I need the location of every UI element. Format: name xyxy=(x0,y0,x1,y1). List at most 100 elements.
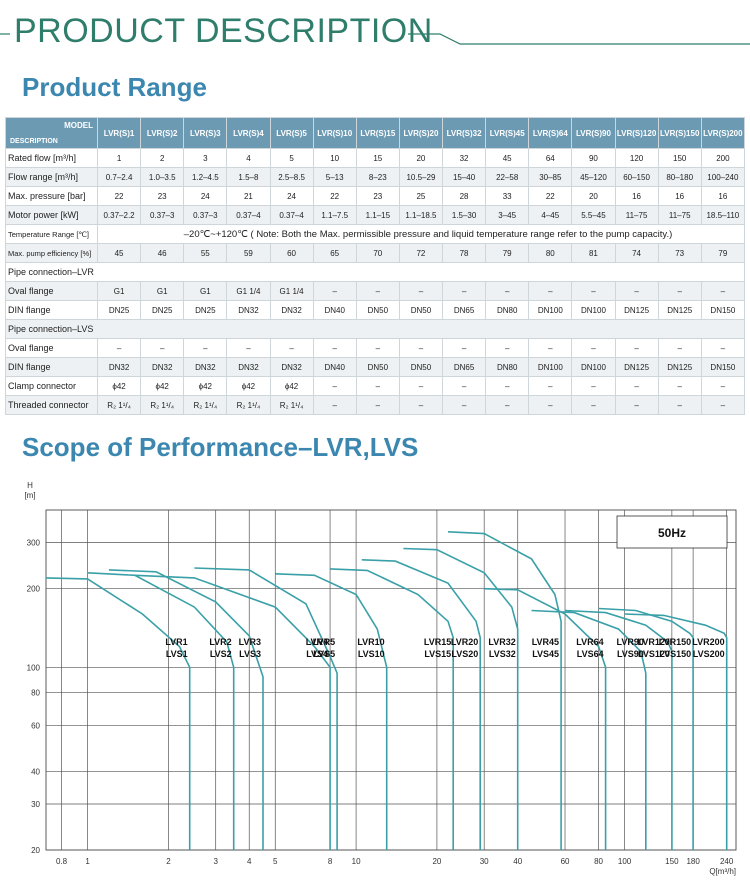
table-cell: 28 xyxy=(441,186,487,206)
table-cell: G1 xyxy=(140,281,185,301)
table-cell: – xyxy=(528,281,573,301)
table-cell: – xyxy=(398,376,444,396)
table-model-header: LVR(S)5 xyxy=(269,117,314,149)
table-cell: 60–150 xyxy=(614,167,659,187)
table-cell: 45 xyxy=(485,148,530,168)
table-cell: DN32 xyxy=(96,357,142,377)
table-cell: 72 xyxy=(398,243,444,263)
table-cell: 5.5–45 xyxy=(571,205,616,225)
table-cell: 1.2–4.5 xyxy=(183,167,228,187)
y-tick-label: 300 xyxy=(27,539,41,548)
table-cell: DN32 xyxy=(226,300,271,320)
table-cell: 16 xyxy=(657,186,702,206)
table-cell: 90 xyxy=(571,148,616,168)
table-cell: 33 xyxy=(485,186,530,206)
table-row-label: Max. pressure [bar] xyxy=(5,186,98,206)
table-cell: DN50 xyxy=(355,357,400,377)
table-cell: 0.37–4 xyxy=(269,205,314,225)
table-cell: DN32 xyxy=(183,357,228,377)
table-cell: 2 xyxy=(140,148,185,168)
table-cell: 100–240 xyxy=(700,167,746,187)
table-cell: 81 xyxy=(571,243,616,263)
table-model-header: LVR(S)10 xyxy=(312,117,357,149)
header-line xyxy=(0,33,750,45)
table-cell: DN100 xyxy=(571,357,616,377)
series-label-bottom: LVS120 xyxy=(638,649,670,659)
series-curve xyxy=(87,572,235,850)
series-curve xyxy=(361,559,481,850)
table-cell: R₂ 1¹/₄ xyxy=(269,395,314,415)
table-row: Oval flange – – – – – – – – – – – – – – – xyxy=(5,338,746,358)
x-tick-label: 0.8 xyxy=(56,857,68,866)
table-cell: – xyxy=(700,338,746,358)
table-cell: 1.5–8 xyxy=(226,167,271,187)
table-corner-cell: MODEL DESCRIPTION xyxy=(5,117,98,149)
table-cell: DN125 xyxy=(614,300,659,320)
table-cell: – xyxy=(657,395,702,415)
x-tick-label: 30 xyxy=(480,857,489,866)
page-header-title: PRODUCT DESCRIPTION xyxy=(14,12,433,50)
series-curve xyxy=(564,609,673,850)
table-cell: DN80 xyxy=(485,300,530,320)
table-cell: 16 xyxy=(700,186,746,206)
table-cell: – xyxy=(312,338,357,358)
table-cell: ϕ42 xyxy=(269,376,314,396)
table-cell: 120 xyxy=(614,148,659,168)
table-cell: 79 xyxy=(700,243,746,263)
table-model-header: LVR(S)150 xyxy=(657,117,702,149)
table-cell: 24 xyxy=(269,186,314,206)
table-cell: – xyxy=(571,395,616,415)
series-label-bottom: LVS150 xyxy=(659,649,691,659)
table-row: DIN flange DN25 DN25 DN25 DN32 DN32 DN40 DN50 DN… xyxy=(5,300,746,320)
table-cell: – xyxy=(700,281,746,301)
series-label-bottom: LVS200 xyxy=(693,649,725,659)
table-cell: DN150 xyxy=(700,300,746,320)
series-label-top: LVR15 xyxy=(424,637,451,647)
table-cell: DN150 xyxy=(700,357,746,377)
table-cell: – xyxy=(269,338,314,358)
x-tick-label: 100 xyxy=(618,857,632,866)
table-cell: DN65 xyxy=(441,357,487,377)
series-label-top: LVR10 xyxy=(357,637,384,647)
table-cell: DN100 xyxy=(528,357,573,377)
series-curve xyxy=(624,613,728,850)
table-cell: 10 xyxy=(312,148,357,168)
table-cell: 22–58 xyxy=(485,167,530,187)
table-cell: – xyxy=(614,338,659,358)
x-tick-label: 240 xyxy=(720,857,734,866)
table-cell: – xyxy=(140,338,185,358)
table-cell: 5 xyxy=(269,148,314,168)
table-cell: 80–180 xyxy=(657,167,702,187)
table-cell: 30–85 xyxy=(528,167,573,187)
series-curve xyxy=(447,531,562,850)
table-row-label: DIN flange xyxy=(5,300,98,320)
frequency-label: 50Hz xyxy=(658,526,686,540)
series-label-top: LVR20 xyxy=(451,637,478,647)
table-cell: 59 xyxy=(226,243,271,263)
table-cell: – xyxy=(700,395,746,415)
series-label-top: LVR64 xyxy=(576,637,603,647)
table-cell: – xyxy=(614,395,659,415)
table-cell: DN65 xyxy=(441,300,487,320)
table-cell: – xyxy=(528,395,573,415)
table-cell: 78 xyxy=(441,243,487,263)
table-model-header: LVR(S)15 xyxy=(355,117,400,149)
series-label-top: LVR200 xyxy=(692,637,724,647)
product-range-title: Product Range xyxy=(22,72,207,102)
table-cell: – xyxy=(441,338,487,358)
table-row: Motor power [kW] 0.37–2.2 0.37–3 0.37–3 0.37… xyxy=(5,205,746,225)
table-row: Temperature Range [℃] –20℃~+120℃ ( Note: … xyxy=(5,224,745,244)
table-cell: – xyxy=(571,376,616,396)
table-cell: DN25 xyxy=(183,300,228,320)
table-cell: – xyxy=(398,281,444,301)
table-cell: – xyxy=(441,281,487,301)
series-curve xyxy=(134,574,331,850)
series-label-bottom: LVS2 xyxy=(210,649,232,659)
x-tick-label: 5 xyxy=(273,857,278,866)
series-label-top: LVR45 xyxy=(532,637,559,647)
table-model-header: LVR(S)20 xyxy=(398,117,444,149)
table-cell: 16 xyxy=(614,186,659,206)
table-cell: 0.7–2.4 xyxy=(96,167,142,187)
series-label-top: LVR90 xyxy=(616,637,643,647)
table-cell: 22 xyxy=(96,186,142,206)
